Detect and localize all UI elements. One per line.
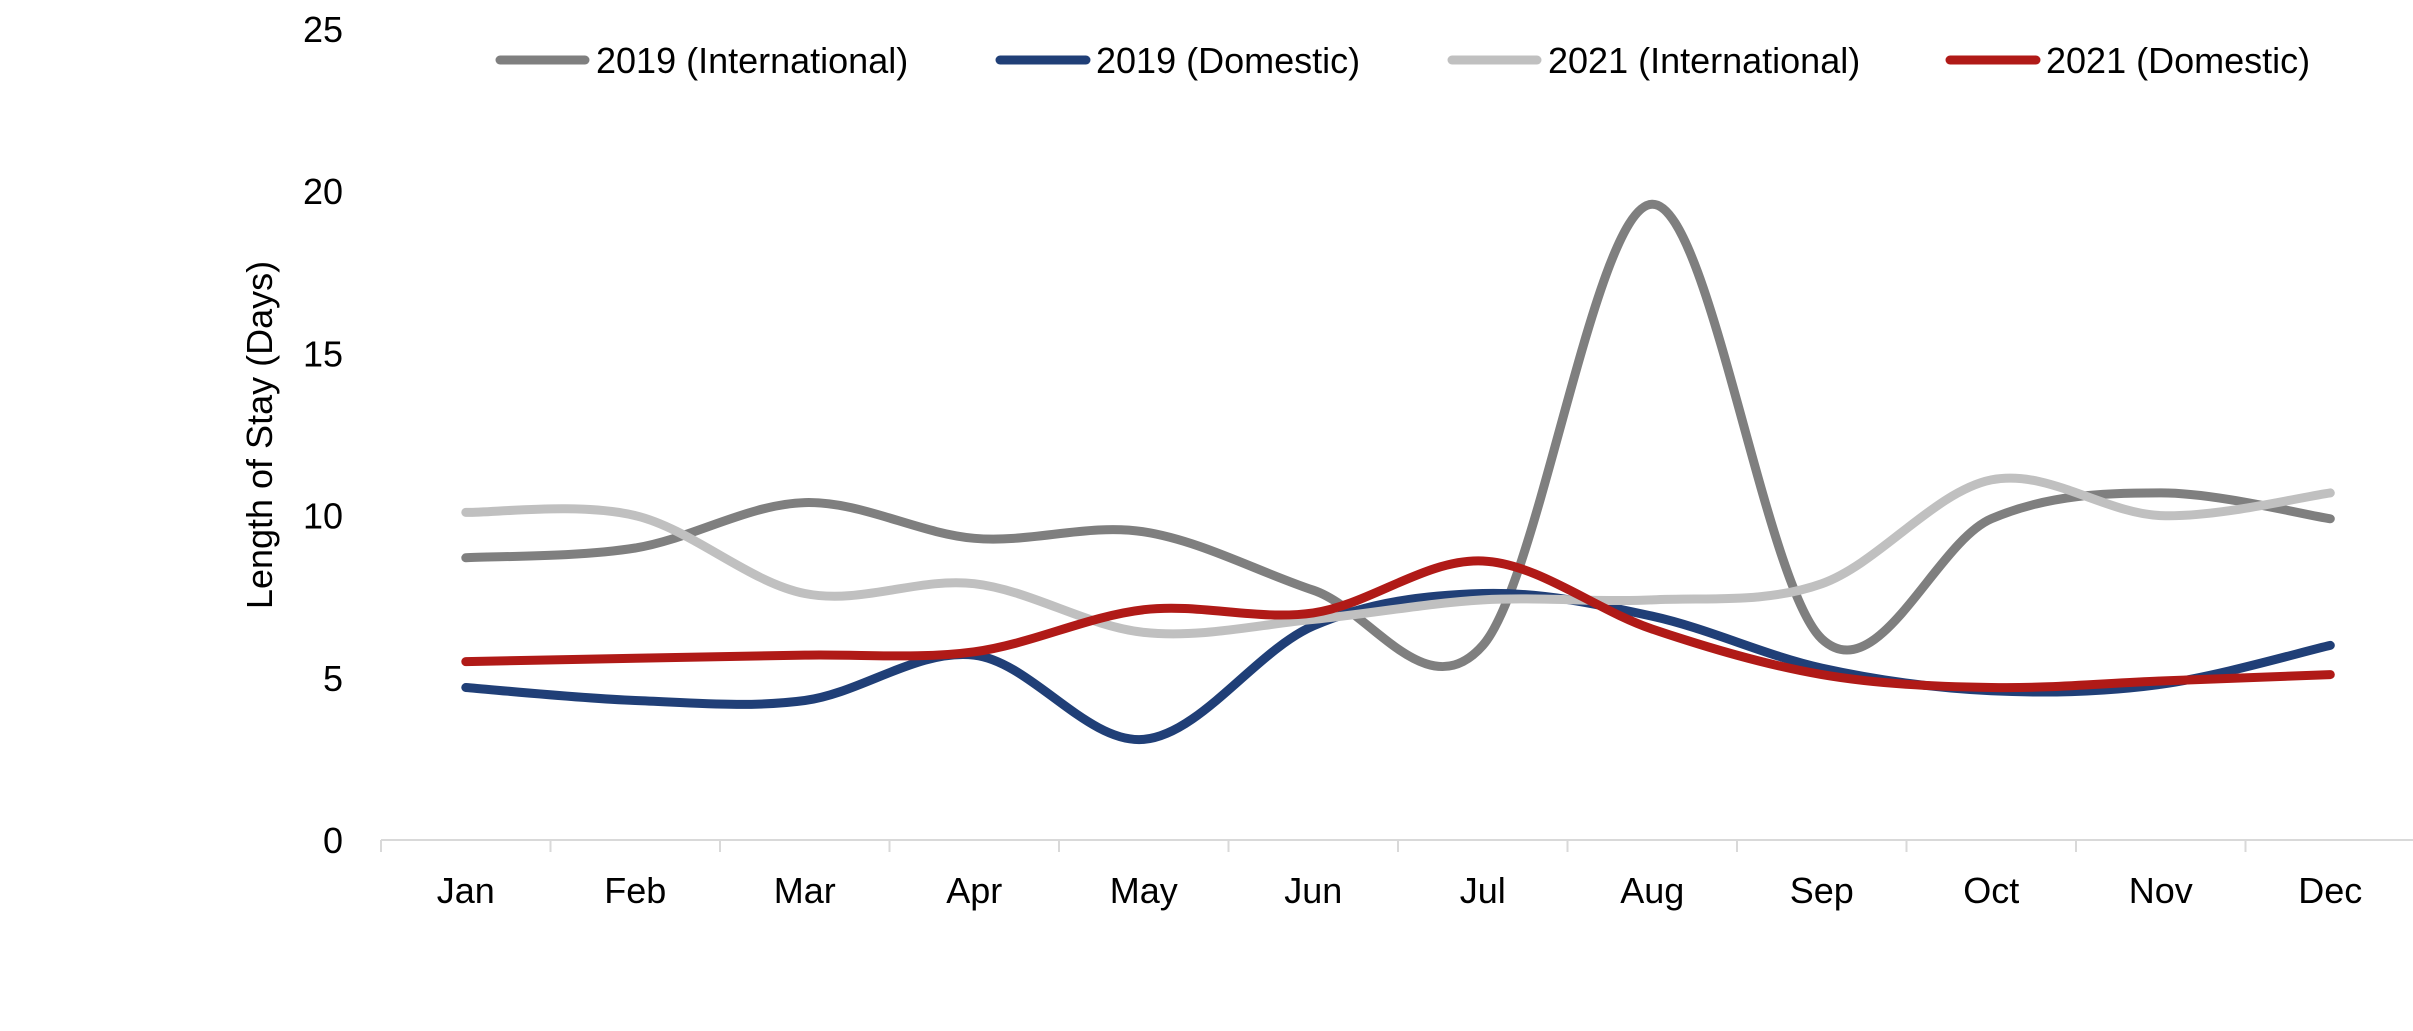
x-axis: Jan Feb Mar Apr May Jun Jul Aug Sep Oct Nov Dec: [380, 839, 2413, 911]
series-line-4: [461, 556, 2335, 693]
y-tick-label: 20: [303, 171, 343, 212]
series-lines: [461, 199, 2335, 744]
x-tick-label: Apr: [946, 870, 1002, 911]
x-tick-label: Aug: [1620, 870, 1684, 911]
chart-legend: 2019 (International) 2019 (Domestic) 2021 …: [495, 40, 2310, 81]
series-line-1: [461, 199, 2335, 672]
x-tick-label: Oct: [1963, 870, 2019, 911]
x-tick-label: Jul: [1460, 870, 1506, 911]
y-tick-label: 5: [323, 658, 343, 699]
y-axis: 0 5 10 15 20 25: [303, 9, 343, 861]
legend-label: 2019 (International): [596, 40, 908, 81]
series-line-2: [461, 588, 2335, 744]
series-line-3: [461, 473, 2335, 639]
y-tick-label: 0: [323, 820, 343, 861]
x-tick-label: Jun: [1284, 870, 1342, 911]
y-tick-label: 25: [303, 9, 343, 50]
y-axis-title: Length of Stay (Days): [239, 261, 280, 609]
legend-label: 2021 (Domestic): [2046, 40, 2310, 81]
y-tick-label: 15: [303, 333, 343, 374]
x-tick-label: Nov: [2129, 870, 2193, 911]
x-tick-label: Jan: [437, 870, 495, 911]
x-tick-label: Mar: [774, 870, 836, 911]
x-tick-label: Dec: [2298, 870, 2362, 911]
y-tick-label: 10: [303, 496, 343, 537]
legend-label: 2021 (International): [1548, 40, 1860, 81]
x-tick-label: May: [1110, 870, 1178, 911]
x-tick-label: Sep: [1790, 870, 1854, 911]
x-tick-label: Feb: [604, 870, 666, 911]
legend-label: 2019 (Domestic): [1096, 40, 1360, 81]
